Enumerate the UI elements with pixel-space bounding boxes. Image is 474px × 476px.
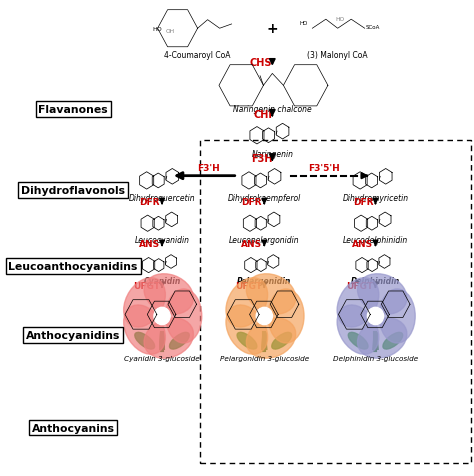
Text: Dihydroflavonols: Dihydroflavonols [21,186,125,196]
Text: CHI: CHI [254,109,273,119]
Text: Anthocyanidins: Anthocyanidins [26,330,120,340]
Ellipse shape [170,333,189,349]
Text: HO: HO [335,17,345,22]
Text: SCoA: SCoA [366,25,380,30]
Text: ANS: ANS [241,239,262,248]
Ellipse shape [237,333,257,349]
Text: Delphinidin 3-glucoside: Delphinidin 3-glucoside [333,355,418,361]
Circle shape [154,307,170,325]
Text: Leucopelargonidin: Leucopelargonidin [229,235,300,244]
Text: Dihydrokaempferol: Dihydrokaempferol [228,193,301,202]
Ellipse shape [144,274,193,315]
Text: F3H: F3H [251,153,273,163]
Text: 4-Coumaroyl CoA: 4-Coumaroyl CoA [164,50,231,60]
Text: Cyanidin 3-glucoside: Cyanidin 3-glucoside [124,355,200,361]
Ellipse shape [383,333,403,349]
Ellipse shape [337,305,379,355]
Text: UFGT: UFGT [133,281,160,290]
Text: Leucodelphinidin: Leucodelphinidin [343,235,408,244]
Ellipse shape [226,278,268,327]
Text: ANS: ANS [352,239,373,248]
Ellipse shape [246,318,296,358]
Circle shape [367,307,383,325]
Text: Flavanones: Flavanones [38,105,108,115]
Ellipse shape [226,305,268,355]
Circle shape [256,307,273,325]
Text: Naringenin chalcone: Naringenin chalcone [233,105,312,114]
Ellipse shape [337,278,379,327]
Ellipse shape [272,333,292,349]
Text: Leucoanthocyanidins: Leucoanthocyanidins [9,261,138,271]
Ellipse shape [348,333,368,349]
Ellipse shape [144,318,193,358]
Text: Dihydromyricetin: Dihydromyricetin [342,193,409,202]
Text: ANS: ANS [139,239,160,248]
Ellipse shape [135,333,155,349]
Ellipse shape [379,289,415,343]
Text: OH: OH [165,29,174,34]
Text: Delphinidin: Delphinidin [351,276,400,285]
Ellipse shape [124,305,165,355]
Text: (3) Malonyl CoA: (3) Malonyl CoA [307,50,368,60]
Text: DFR: DFR [353,198,373,207]
Text: CHS: CHS [250,59,273,69]
Ellipse shape [357,274,407,315]
Text: F3'H: F3'H [197,164,220,172]
Text: Leucocyanidin: Leucocyanidin [135,235,190,244]
Polygon shape [373,333,378,350]
Text: Pelargonidin: Pelargonidin [237,276,292,285]
Ellipse shape [268,289,304,343]
Text: Cyanidin: Cyanidin [144,276,181,285]
Text: UFGT: UFGT [235,281,262,290]
Text: F3'5'H: F3'5'H [309,164,340,172]
Text: HO: HO [300,21,308,26]
Ellipse shape [357,318,407,358]
Ellipse shape [124,278,165,327]
Text: HO: HO [153,27,163,32]
Polygon shape [262,333,267,350]
Ellipse shape [246,274,296,315]
Text: Dihydroquercetin: Dihydroquercetin [129,193,195,202]
Text: DFR: DFR [139,198,160,207]
Ellipse shape [165,289,202,343]
Text: Anthocyanins: Anthocyanins [32,423,115,433]
Text: Naringenin: Naringenin [251,150,293,159]
Text: UFGT: UFGT [346,281,373,290]
Text: DFR: DFR [242,198,262,207]
Text: Pelargonidin 3-glucoside: Pelargonidin 3-glucoside [219,355,309,361]
Text: +: + [266,22,278,36]
Polygon shape [160,333,164,350]
